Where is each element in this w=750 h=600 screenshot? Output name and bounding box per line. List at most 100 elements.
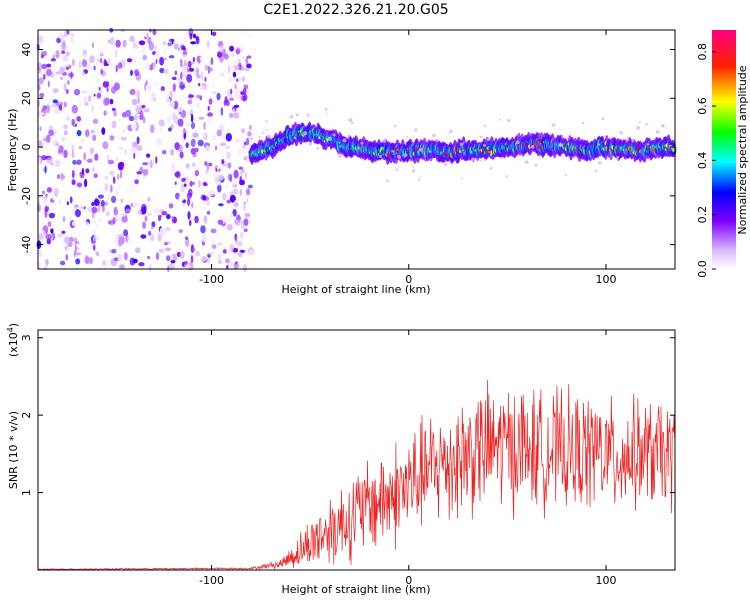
noise-blob	[107, 194, 111, 201]
noise-blob	[218, 260, 222, 264]
faint-point	[414, 128, 418, 132]
noise-blob	[42, 190, 45, 195]
noise-blob	[50, 58, 57, 62]
noise-blob	[159, 227, 165, 236]
spectrogram-data	[36, 27, 677, 273]
faint-point	[397, 155, 402, 159]
noise-blob	[234, 60, 240, 66]
noise-blob	[235, 78, 239, 83]
noise-blob	[42, 104, 46, 112]
noise-blob	[136, 89, 140, 99]
noise-blob	[228, 120, 234, 127]
noise-blob	[145, 64, 150, 71]
noise-blob	[71, 104, 79, 114]
noise-blob	[149, 28, 152, 33]
noise-blob	[42, 194, 48, 200]
noise-blob	[97, 189, 102, 195]
noise-blob	[69, 35, 75, 44]
noise-blob	[41, 63, 48, 70]
noise-blob	[133, 59, 137, 63]
noise-blob	[55, 142, 60, 147]
noise-blob	[113, 257, 119, 262]
noise-blob	[161, 150, 167, 155]
noise-blob	[61, 230, 66, 234]
noise-blob	[63, 124, 68, 130]
faint-point	[489, 167, 493, 170]
noise-blob	[215, 191, 219, 196]
noise-blob	[225, 132, 232, 142]
noise-blob	[64, 30, 67, 38]
noise-blob	[60, 76, 63, 80]
noise-blob	[195, 35, 199, 41]
noise-blob	[203, 215, 208, 224]
noise-blob	[155, 156, 158, 164]
noise-blob	[166, 116, 172, 123]
colorbar-tick-label: 0.6	[696, 97, 709, 115]
noise-blob	[144, 215, 148, 222]
noise-blob	[183, 127, 186, 134]
y-tick-label: 20	[20, 91, 33, 105]
noise-blob	[58, 145, 64, 153]
noise-blob	[150, 160, 153, 169]
noise-blob	[104, 183, 109, 192]
spectrogram-panel: -100 0 100 -40 -20 0 20 40 Height of straight …	[6, 27, 677, 296]
noise-blob	[81, 70, 85, 76]
faint-point	[251, 133, 254, 136]
noise-blob	[170, 149, 175, 156]
noise-blob	[229, 212, 234, 221]
noise-blob	[55, 71, 62, 75]
noise-blob	[47, 90, 53, 97]
noise-blob	[245, 188, 251, 196]
noise-blob	[78, 146, 83, 149]
noise-blob	[182, 202, 185, 207]
noise-blob	[140, 234, 147, 239]
noise-blob	[216, 30, 223, 35]
faint-point	[347, 135, 350, 138]
noise-blob	[147, 206, 154, 211]
noise-blob	[208, 98, 213, 105]
noise-blob	[204, 169, 209, 174]
faint-point	[534, 163, 538, 167]
colorbar-ticks: 0.0 0.2 0.4 0.6 0.8	[696, 43, 716, 278]
noise-blob	[188, 94, 194, 98]
noise-blob	[191, 122, 195, 130]
faint-point	[479, 159, 482, 162]
noise-blob	[154, 150, 161, 155]
noise-blob	[168, 203, 174, 209]
noise-blob	[134, 247, 141, 254]
noise-blob	[192, 33, 197, 39]
noise-blob	[240, 231, 244, 239]
noise-blob	[148, 212, 152, 216]
snr-scale-label: (x104)	[6, 323, 20, 357]
noise-blob	[245, 57, 249, 65]
noise-blob	[185, 122, 192, 127]
noise-blob	[86, 62, 91, 70]
noise-blob	[192, 247, 196, 252]
faint-point	[459, 142, 463, 146]
noise-blob	[88, 95, 92, 103]
noise-blob	[105, 211, 110, 217]
noise-blob	[147, 36, 152, 44]
noise-blob	[206, 210, 211, 215]
noise-blob	[189, 66, 192, 72]
noise-blob	[217, 253, 222, 262]
snr-scale-base: (x10	[7, 332, 20, 357]
noise-blob	[89, 55, 95, 64]
noise-blob	[199, 201, 204, 206]
noise-blob	[185, 236, 189, 240]
noise-blob	[137, 210, 142, 215]
noise-blob	[227, 162, 232, 169]
noise-blob	[162, 41, 167, 46]
noise-blob	[51, 104, 57, 108]
x-tick-label: 100	[595, 273, 616, 286]
noise-blob	[141, 203, 147, 213]
noise-blob	[67, 242, 73, 248]
noise-blob	[218, 45, 224, 53]
colorbar: 0.0 0.2 0.4 0.6 0.8 Normalized spectral ampl…	[696, 30, 749, 278]
noise-blob	[184, 59, 187, 67]
noise-blob	[58, 33, 65, 40]
noise-blob	[231, 258, 235, 262]
noise-blob	[130, 146, 137, 153]
noise-blob	[203, 130, 207, 140]
noise-blob	[204, 121, 207, 131]
